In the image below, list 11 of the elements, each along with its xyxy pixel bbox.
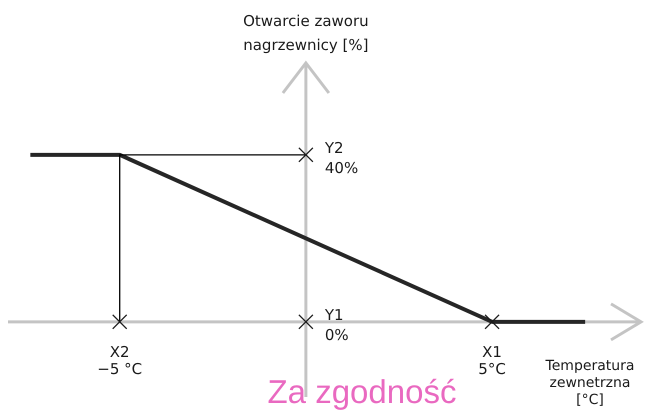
x-tick-label: 5°C xyxy=(478,360,506,378)
y-axis-title: Otwarcie zaworu nagrzewnicy [%] xyxy=(243,12,369,54)
annotation: Za zgodność xyxy=(268,373,456,410)
annotation: X1 xyxy=(482,342,502,361)
x-axis-title: Temperatura zewnetrzna [°C] xyxy=(544,358,634,408)
annotation: X2 xyxy=(110,342,130,361)
x-tick-label: −5 °C xyxy=(97,360,142,378)
y-tick-label: 40% xyxy=(324,158,358,177)
annotation: Y1 xyxy=(324,306,344,324)
annotation: Y2 xyxy=(324,138,344,157)
y-tick-label: 0% xyxy=(324,326,349,344)
